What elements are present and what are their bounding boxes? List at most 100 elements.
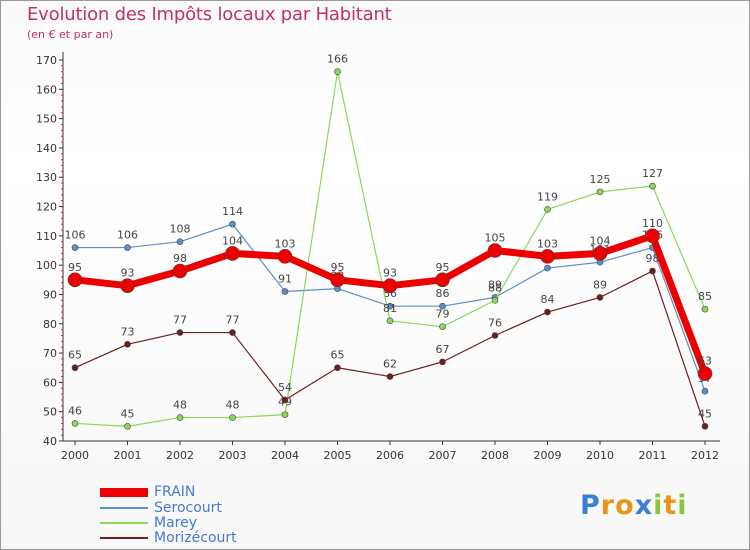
x-tick-label: 2010: [586, 449, 614, 462]
data-point: [277, 249, 293, 264]
data-label: 76: [488, 316, 502, 329]
data-point: [596, 188, 604, 196]
legend-item-morizecourt: Morizécourt: [100, 530, 237, 546]
data-label: 95: [436, 261, 450, 274]
logo-letter: i: [653, 490, 664, 521]
data-label: 77: [173, 314, 187, 327]
data-label: 91: [278, 273, 292, 286]
data-label: 48: [226, 399, 240, 412]
data-point: [71, 420, 79, 427]
data-point: [124, 244, 131, 251]
y-tick-label: 120: [36, 201, 57, 214]
data-point: [225, 246, 240, 261]
data-label: 108: [170, 223, 191, 236]
data-point: [71, 364, 79, 372]
y-tick-label: 80: [43, 318, 57, 331]
x-tick-label: 2000: [61, 449, 89, 462]
data-label: 105: [485, 232, 506, 245]
chart-title: Evolution des Impôts locaux par Habitant: [27, 4, 392, 25]
y-tick-label: 70: [43, 347, 57, 360]
data-point: [701, 387, 709, 395]
data-label: 93: [383, 267, 397, 280]
y-tick-label: 160: [36, 83, 57, 96]
data-label: 63: [698, 355, 712, 368]
logo-letter: r: [600, 490, 616, 521]
data-point: [386, 317, 394, 325]
data-label: 85: [698, 290, 712, 303]
data-label: 125: [590, 173, 611, 186]
logo-letter: x: [634, 490, 654, 521]
chart-subtitle: (en € et par an): [27, 28, 114, 41]
data-label: 103: [275, 237, 296, 250]
data-label: 166: [327, 53, 348, 66]
data-label: 73: [121, 325, 135, 338]
data-label: 79: [436, 308, 450, 321]
data-point: [544, 264, 551, 272]
x-tick-label: 2012: [691, 449, 719, 462]
data-point: [281, 411, 289, 418]
data-label: 48: [173, 399, 187, 412]
data-label: 86: [436, 287, 450, 300]
logo-letter: t: [663, 490, 678, 521]
data-point: [540, 249, 555, 264]
y-tick-label: 130: [36, 171, 57, 184]
data-point: [697, 366, 713, 381]
y-tick-label: 40: [43, 435, 57, 448]
data-point: [330, 272, 345, 288]
x-tick-label: 2002: [166, 449, 194, 462]
data-point: [649, 182, 656, 190]
data-point: [649, 267, 656, 275]
data-point: [382, 278, 398, 293]
data-point: [386, 373, 394, 380]
data-label: 98: [173, 252, 187, 265]
data-point: [701, 423, 709, 430]
x-tick-label: 2006: [376, 449, 404, 462]
data-point: [439, 358, 446, 366]
data-label: 104: [222, 234, 243, 247]
data-point: [701, 305, 709, 313]
data-label: 98: [646, 252, 660, 265]
x-tick-label: 2011: [639, 449, 667, 462]
legend-label-frain: FRAIN: [154, 484, 196, 500]
data-point: [71, 244, 79, 251]
proxiti-logo: Proxiti: [580, 490, 688, 521]
data-point: [124, 423, 131, 430]
x-tick-label: 2003: [219, 449, 247, 462]
data-label: 114: [222, 205, 243, 218]
data-point: [491, 297, 499, 304]
x-tick-label: 2005: [324, 449, 352, 462]
x-tick-label: 2001: [114, 449, 142, 462]
data-label: 95: [68, 261, 82, 274]
x-tick-label: 2008: [481, 449, 509, 462]
data-point: [176, 329, 184, 336]
data-point: [487, 243, 503, 258]
x-tick-label: 2004: [271, 449, 299, 462]
legend-swatch-morizecourt: [100, 537, 148, 539]
data-point: [596, 294, 604, 301]
data-point: [645, 228, 660, 244]
data-point: [491, 332, 499, 339]
data-point: [334, 364, 341, 372]
y-tick-label: 150: [36, 113, 57, 126]
data-label: 106: [117, 229, 138, 242]
data-point: [592, 246, 608, 261]
data-label: 62: [383, 358, 397, 371]
data-label: 93: [121, 267, 135, 280]
x-tick-label: 2007: [429, 449, 457, 462]
data-point: [176, 238, 184, 246]
data-label: 88: [488, 281, 502, 294]
data-point: [544, 308, 551, 316]
data-point: [435, 272, 450, 288]
data-label: 54: [278, 381, 292, 394]
x-tick-label: 2009: [534, 449, 562, 462]
data-point: [120, 278, 135, 293]
legend-swatch-marey: [100, 522, 148, 524]
data-label: 110: [642, 217, 663, 230]
legend-swatch-frain: [100, 487, 148, 497]
data-point: [281, 288, 289, 295]
data-point: [124, 340, 131, 348]
y-tick-label: 100: [36, 259, 57, 272]
logo-letter: o: [615, 490, 635, 521]
data-label: 46: [68, 404, 82, 417]
